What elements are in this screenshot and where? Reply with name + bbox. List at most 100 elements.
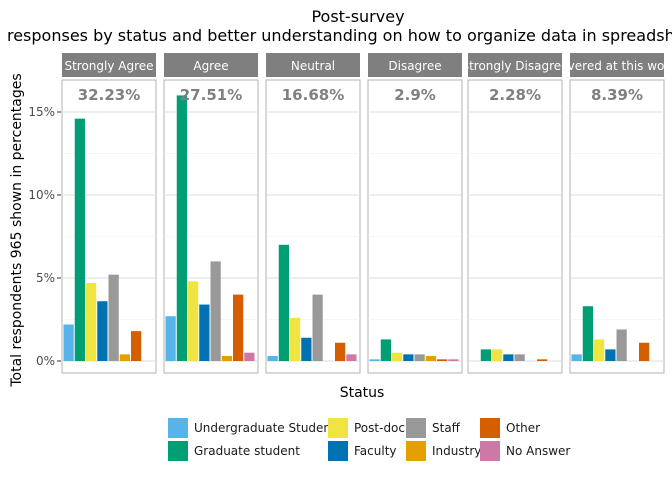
bar bbox=[392, 352, 403, 361]
bar bbox=[616, 329, 627, 361]
legend-swatch bbox=[168, 418, 188, 438]
facet-strip bbox=[468, 53, 562, 77]
facet-panel: Disagree 2.9% bbox=[367, 53, 463, 374]
legend-label: No Answer bbox=[506, 444, 571, 458]
legend-swatch bbox=[328, 418, 348, 438]
bar bbox=[437, 359, 448, 361]
legend-swatch bbox=[406, 418, 426, 438]
bar bbox=[514, 354, 525, 361]
bar bbox=[414, 354, 425, 361]
legend-swatch bbox=[406, 441, 426, 461]
bar bbox=[335, 342, 346, 361]
legend-item: Faculty bbox=[328, 441, 397, 461]
y-tick-label: 5% bbox=[36, 271, 55, 285]
facet-panel: Neutral 16.68% bbox=[265, 53, 361, 374]
bar bbox=[492, 349, 503, 361]
bar bbox=[210, 261, 221, 361]
facet-strip bbox=[164, 53, 258, 77]
y-tick-label: 10% bbox=[28, 188, 55, 202]
bar bbox=[165, 316, 176, 361]
facet-panels: Strongly Agree 32.23% Agree 27.51% Neutral 16… bbox=[61, 53, 672, 374]
legend: Undergraduate Student Graduate student Pos… bbox=[168, 418, 570, 468]
legend-item: Graduate student bbox=[168, 441, 300, 461]
panel-background bbox=[467, 79, 563, 374]
y-axis-label: Total respondents 965 shown in percentag… bbox=[9, 73, 25, 387]
bar bbox=[188, 281, 199, 361]
facet-panel: Agree 27.51% bbox=[163, 53, 259, 374]
facet-strip bbox=[266, 53, 360, 77]
bar bbox=[312, 294, 323, 361]
bar bbox=[290, 317, 301, 361]
bar bbox=[301, 337, 312, 361]
legend-item: No Answer bbox=[480, 441, 570, 461]
facet-strip-label: Strongly Agree bbox=[64, 59, 153, 73]
panel-total-label: 32.23% bbox=[78, 86, 140, 104]
facet-strip-label: Neutral bbox=[291, 59, 335, 73]
bar bbox=[97, 301, 108, 361]
bar bbox=[403, 354, 414, 361]
y-tick-label: 0% bbox=[36, 354, 55, 368]
legend-swatch bbox=[328, 441, 348, 461]
bar bbox=[267, 356, 278, 361]
legend-label: Industry bbox=[432, 444, 482, 458]
facet-strip-label: Agree bbox=[193, 59, 228, 73]
legend-label: Staff bbox=[432, 421, 460, 435]
facet-panel: Strongly Disagree 2.28% bbox=[467, 53, 563, 374]
x-axis-label: Status bbox=[340, 385, 385, 401]
bar bbox=[244, 352, 255, 361]
bar bbox=[571, 354, 582, 361]
bar bbox=[346, 354, 357, 361]
bar bbox=[108, 274, 119, 361]
bar bbox=[119, 354, 130, 361]
bar bbox=[369, 359, 380, 361]
facet-panel: Not covered at this workshop 8.39% bbox=[529, 53, 672, 374]
facet-strip-label: Disagree bbox=[388, 59, 441, 73]
panel-total-label: 8.39% bbox=[591, 86, 643, 104]
legend-swatch bbox=[480, 441, 500, 461]
bar bbox=[448, 359, 459, 361]
panel-total-label: 2.9% bbox=[394, 86, 436, 104]
legend-swatch bbox=[480, 418, 500, 438]
facet-strip-label: Not covered at this workshop bbox=[529, 59, 672, 73]
facet-strip bbox=[570, 53, 664, 77]
legend-label: Undergraduate Student bbox=[194, 421, 336, 435]
y-tick-label: 15% bbox=[28, 105, 55, 119]
legend-label: Faculty bbox=[354, 444, 397, 458]
legend-item: Industry bbox=[406, 441, 481, 461]
legend-item: Post-doc bbox=[328, 418, 405, 438]
panel-total-label: 2.28% bbox=[489, 86, 541, 104]
bar bbox=[221, 356, 232, 361]
bar bbox=[63, 324, 74, 361]
legend-label: Other bbox=[506, 421, 541, 435]
bar bbox=[480, 349, 491, 361]
bar bbox=[425, 356, 436, 361]
bar bbox=[605, 349, 616, 361]
bar bbox=[131, 331, 142, 361]
y-axis: 0% 5% 10% 15% bbox=[28, 105, 61, 368]
legend-swatch bbox=[168, 441, 188, 461]
panel-background bbox=[367, 79, 463, 374]
facet-strip bbox=[62, 53, 156, 77]
bar bbox=[639, 342, 650, 361]
facet-strip bbox=[368, 53, 462, 77]
bar bbox=[199, 304, 210, 361]
bar bbox=[582, 306, 593, 361]
legend-label: Post-doc bbox=[354, 421, 405, 435]
legend-item: Undergraduate Student bbox=[168, 418, 336, 438]
panel-total-label: 27.51% bbox=[180, 86, 242, 104]
facet-panel: Strongly Agree 32.23% bbox=[61, 53, 157, 374]
bar bbox=[503, 354, 514, 361]
panel-total-label: 16.68% bbox=[282, 86, 344, 104]
chart-subtitle: responses by status and better understan… bbox=[7, 26, 672, 45]
bar bbox=[176, 95, 187, 362]
bar bbox=[380, 339, 391, 361]
chart-title: Post-survey bbox=[311, 7, 404, 26]
bar bbox=[233, 294, 244, 361]
bar bbox=[86, 282, 97, 361]
bar bbox=[278, 244, 289, 361]
bar bbox=[74, 118, 85, 361]
bar bbox=[594, 339, 605, 361]
legend-item: Other bbox=[480, 418, 540, 438]
bar bbox=[537, 359, 548, 361]
